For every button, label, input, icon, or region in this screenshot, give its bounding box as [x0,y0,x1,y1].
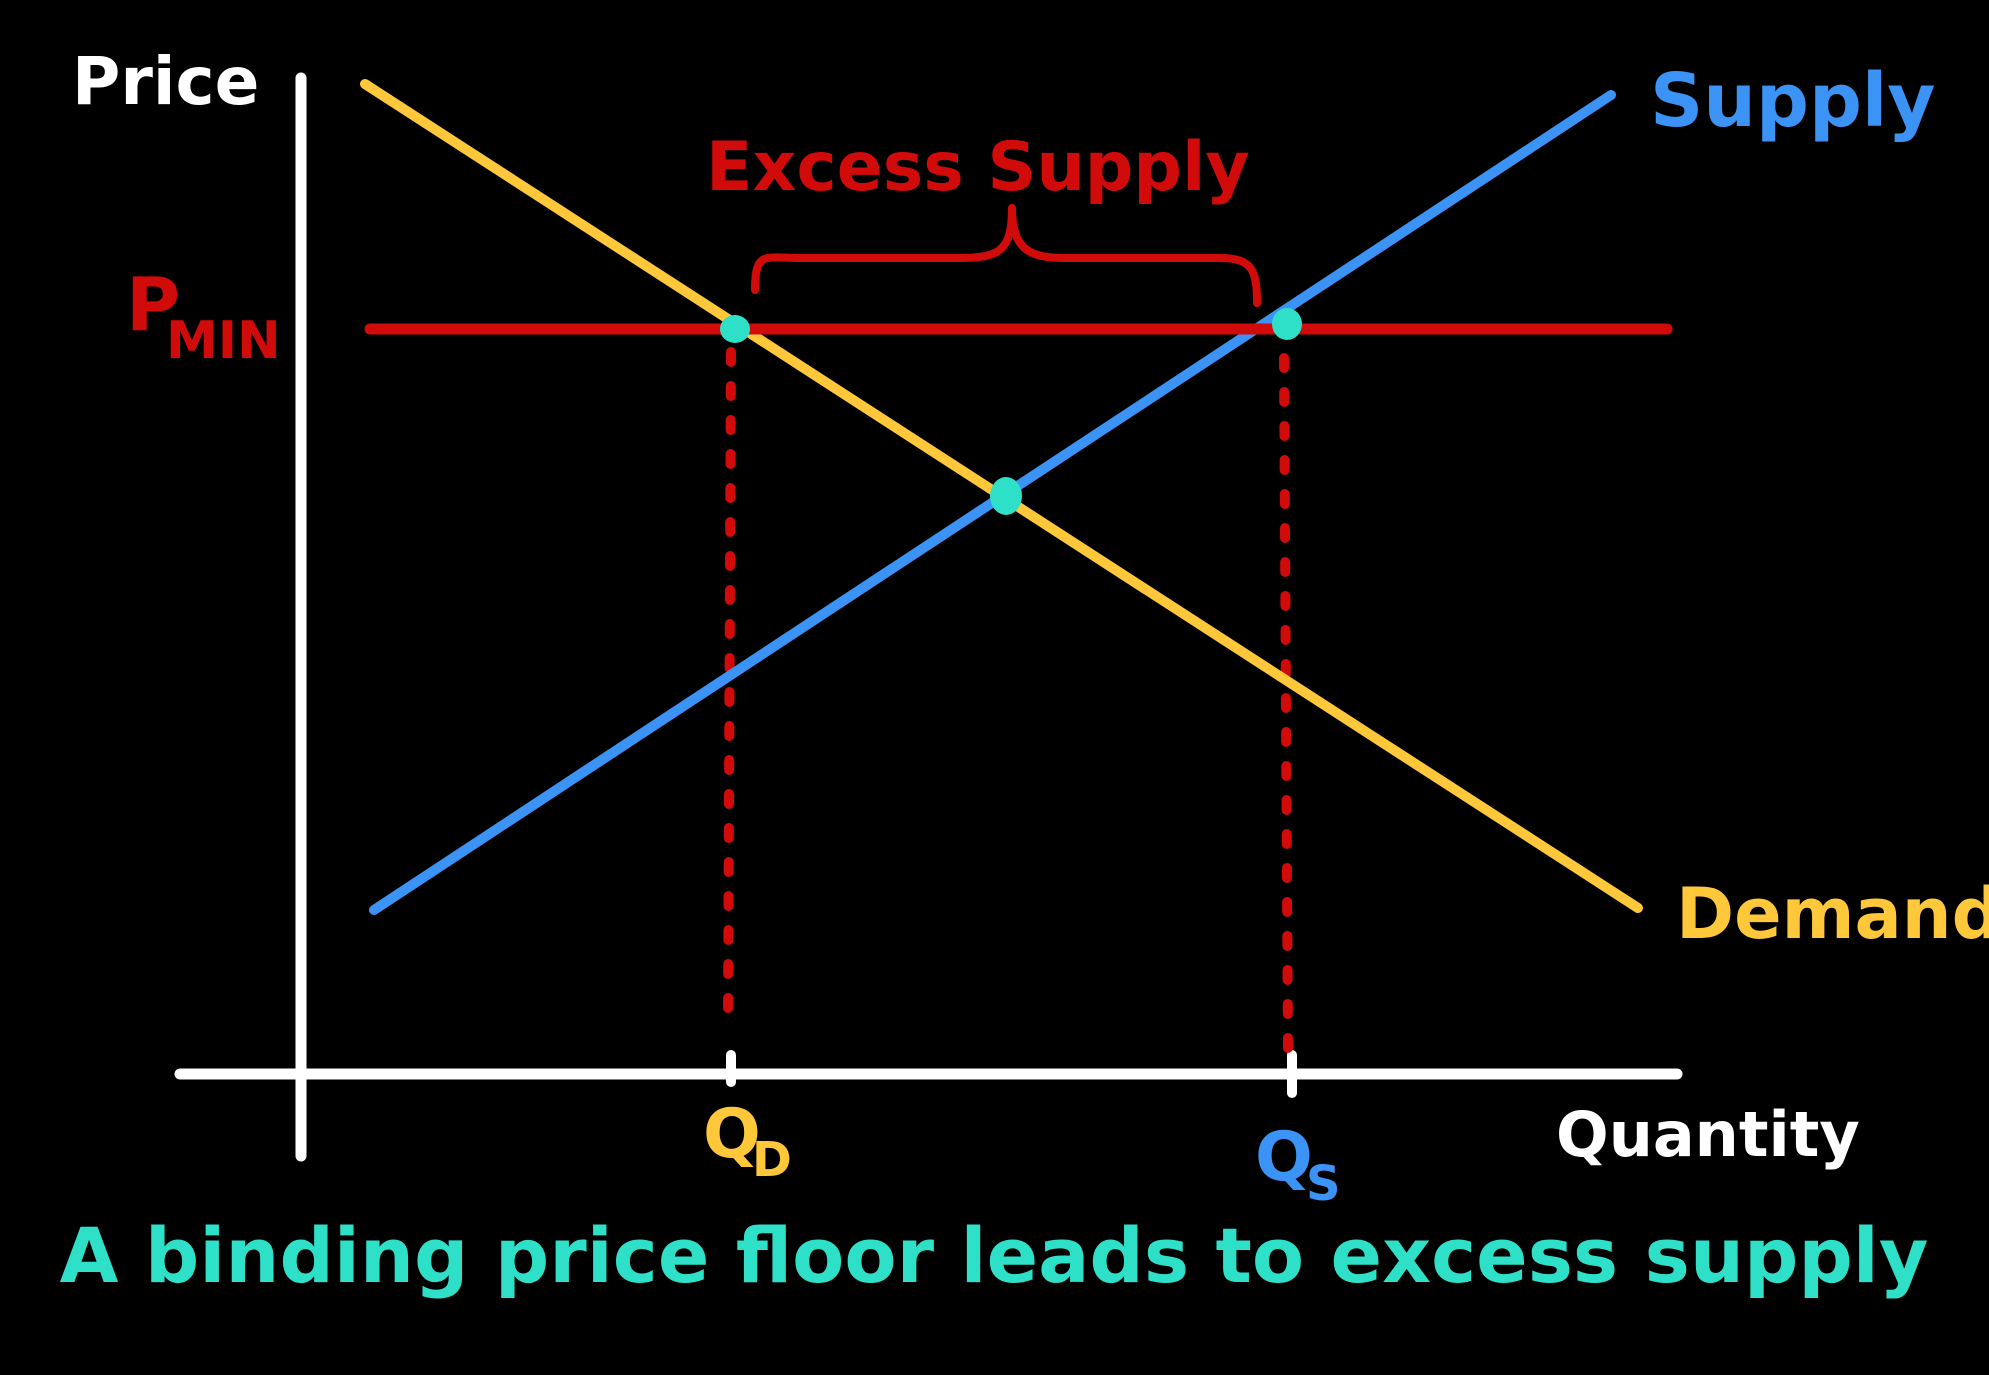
equilibrium-point [990,477,1022,515]
qd-label: Q [703,1095,761,1174]
excess-supply-brace [751,204,1261,307]
qd-point [720,315,750,343]
y-axis-label: Price [72,43,259,120]
demand-label: Demand [1676,873,1989,955]
price-floor-label: P [126,262,180,348]
qs-label-sub: S [1306,1156,1341,1212]
caption: A binding price floor leads to excess su… [60,1211,1929,1300]
excess-supply-label: Excess Supply [706,128,1250,207]
qs-dotted-line [1279,353,1293,1057]
qs-label: Q [1255,1118,1313,1197]
qd-dotted-line [723,347,736,1030]
qs-point [1272,308,1302,340]
supply-label: Supply [1650,58,1936,144]
price-floor-label-sub: MIN [166,311,281,371]
qd-label-sub: D [752,1132,792,1188]
x-axis-label: Quantity [1556,1098,1860,1171]
